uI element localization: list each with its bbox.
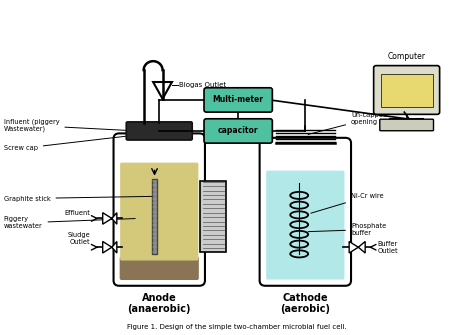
Text: Anode
(anaerobic): Anode (anaerobic): [128, 293, 191, 315]
Polygon shape: [358, 242, 365, 253]
Text: Influent (piggery
Wastewater): Influent (piggery Wastewater): [4, 118, 130, 132]
Polygon shape: [103, 213, 112, 224]
FancyBboxPatch shape: [204, 88, 273, 112]
FancyBboxPatch shape: [380, 119, 434, 131]
Polygon shape: [103, 242, 112, 253]
Text: Effluent: Effluent: [64, 210, 90, 216]
Text: Piggery
wastewater: Piggery wastewater: [4, 216, 135, 229]
FancyBboxPatch shape: [200, 181, 226, 252]
Text: Ni-Cr wire: Ni-Cr wire: [311, 193, 383, 213]
FancyBboxPatch shape: [152, 179, 157, 254]
FancyBboxPatch shape: [114, 133, 205, 286]
Text: Cathode
(aerobic): Cathode (aerobic): [280, 293, 330, 315]
FancyBboxPatch shape: [119, 257, 199, 280]
Text: Phosphate
buffer: Phosphate buffer: [308, 223, 386, 236]
Text: capacitor: capacitor: [218, 126, 258, 135]
Text: Computer: Computer: [388, 52, 426, 61]
Text: Buffer
Outlet: Buffer Outlet: [377, 241, 398, 254]
FancyBboxPatch shape: [381, 74, 433, 107]
FancyBboxPatch shape: [266, 171, 345, 280]
Text: Screw cap: Screw cap: [4, 135, 140, 151]
Text: Figure 1. Design of the simple two-chamber microbial fuel cell.: Figure 1. Design of the simple two-chamb…: [127, 324, 347, 330]
FancyBboxPatch shape: [126, 122, 192, 140]
Polygon shape: [112, 213, 117, 224]
Polygon shape: [349, 242, 358, 253]
Text: Un-capped
opening: Un-capped opening: [308, 112, 387, 134]
FancyBboxPatch shape: [374, 66, 439, 114]
FancyBboxPatch shape: [204, 119, 273, 143]
Text: Multi-meter: Multi-meter: [213, 95, 264, 105]
Text: Sludge
Outlet: Sludge Outlet: [67, 232, 90, 245]
Polygon shape: [112, 242, 117, 253]
FancyBboxPatch shape: [120, 162, 198, 261]
FancyBboxPatch shape: [260, 138, 351, 286]
Text: Biogas Outlet: Biogas Outlet: [179, 82, 226, 88]
Text: Graphite stick: Graphite stick: [4, 196, 155, 202]
